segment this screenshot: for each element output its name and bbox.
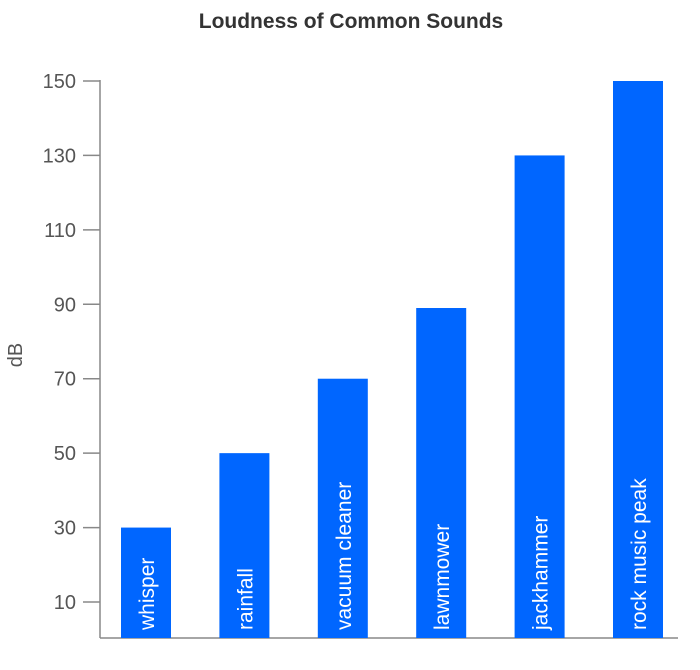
bar: [416, 308, 467, 638]
y-axis-ticks: 10 30 50 70 90 110 130 150: [43, 71, 100, 614]
y-tick-label: 150: [43, 71, 76, 93]
category-label: rainfall: [234, 568, 257, 630]
bar: [121, 527, 171, 638]
y-tick-label: 90: [54, 294, 76, 316]
y-tick-label: 30: [54, 518, 76, 540]
y-tick-label: 130: [43, 145, 76, 167]
y-tick-label: 110: [44, 220, 76, 242]
category-label: vacuum cleaner: [333, 482, 356, 630]
bar: [219, 453, 270, 638]
category-label: jackhammer: [530, 516, 553, 631]
category-label: rock music peak: [628, 478, 651, 630]
category-label: whisper: [136, 558, 159, 631]
y-axis-label: dB: [5, 343, 27, 367]
category-label: lawnmower: [431, 524, 454, 630]
chart-title: Loudness of Common Sounds: [199, 10, 504, 33]
bar: [514, 155, 565, 638]
bar-labels-group: whisper rainfall vacuum cleaner lawnmower ja…: [136, 478, 651, 631]
y-tick-label: 50: [54, 443, 76, 465]
y-tick-label: 10: [54, 592, 76, 614]
bars-group: [121, 81, 663, 638]
bar: [613, 81, 663, 638]
bar: [317, 378, 368, 638]
y-tick-label: 70: [54, 369, 76, 391]
